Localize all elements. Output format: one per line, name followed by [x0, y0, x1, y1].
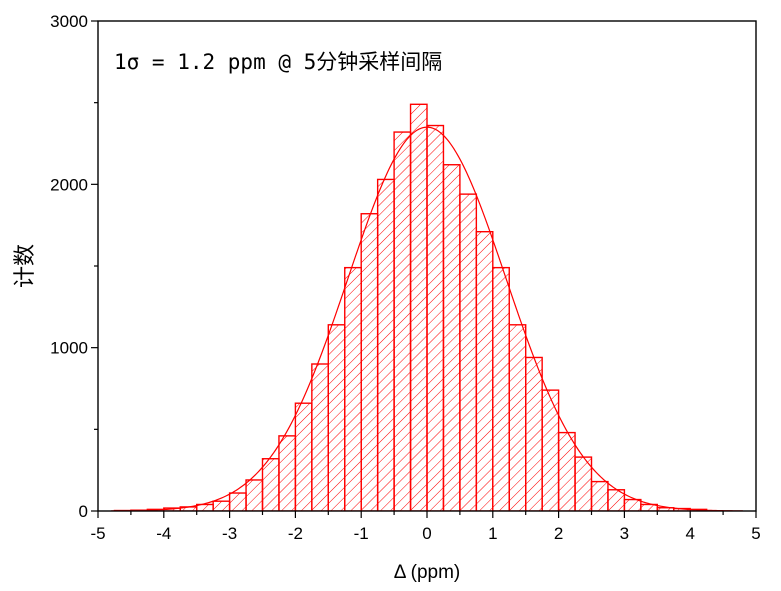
histogram-bar	[459, 193, 478, 511]
x-tick-label: 4	[685, 524, 694, 543]
y-tick-label: 1000	[50, 339, 88, 358]
x-tick-label: 3	[620, 524, 629, 543]
histogram-bar	[360, 213, 379, 511]
gaussian-fit-curve	[111, 126, 743, 511]
histogram-bar	[623, 498, 642, 511]
histogram-bar	[376, 178, 395, 511]
x-tick-label: -3	[222, 524, 237, 543]
histogram-bar	[245, 479, 264, 511]
x-tick-label: 2	[554, 524, 563, 543]
histogram-bar	[344, 266, 362, 511]
x-tick-label: -1	[354, 524, 369, 543]
histogram-bar	[409, 103, 428, 511]
bars-layer	[113, 103, 708, 511]
x-tick-label: -5	[90, 524, 105, 543]
x-tick-label: 1	[488, 524, 497, 543]
histogram-bar	[590, 480, 609, 511]
histogram-bar	[278, 435, 297, 511]
histogram-bar	[327, 324, 346, 511]
y-axis-title: 计数	[13, 244, 38, 288]
x-tick-label: 5	[751, 524, 760, 543]
x-axis-title: Δ (ppm)	[394, 562, 461, 583]
histogram-bar	[475, 230, 494, 511]
histogram-bar	[228, 492, 247, 511]
x-tick-label: -2	[288, 524, 303, 543]
histogram-bar	[541, 389, 560, 511]
histogram-bar	[508, 324, 527, 511]
histogram-bar	[311, 363, 330, 511]
histogram-bar	[426, 124, 445, 511]
y-tick-label: 2000	[50, 175, 88, 194]
chart-annotation: 1σ = 1.2 ppm @ 5分钟采样间隔	[114, 50, 442, 74]
histogram-bar	[261, 458, 280, 511]
y-tick-label: 3000	[50, 12, 88, 31]
y-tick-label: 0	[79, 502, 88, 521]
histogram-bar	[212, 500, 231, 511]
ticks-layer: -5 -4 -3 -2 -1 0 1 2 3 4 5 0 1000 2000 3000	[50, 12, 761, 543]
histogram-bar	[294, 402, 313, 511]
x-tick-label: -4	[156, 524, 171, 543]
histogram-bar	[525, 356, 543, 511]
histogram-bar	[393, 131, 412, 511]
x-tick-label: 0	[422, 524, 431, 543]
histogram-bar	[557, 431, 576, 511]
histogram-bar	[442, 164, 461, 511]
histogram-bar	[492, 266, 510, 511]
